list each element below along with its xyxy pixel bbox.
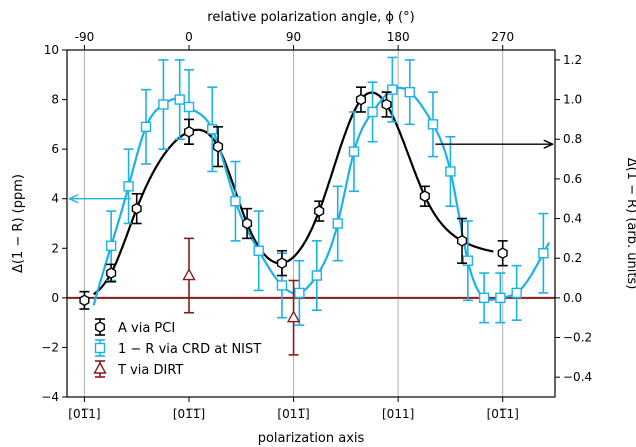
legend-entry-crd: 1 − R via CRD at NIST xyxy=(118,342,261,357)
right-tick-label: 0.2 xyxy=(563,251,582,265)
data-point xyxy=(123,181,134,192)
legend-marker-pci xyxy=(94,318,106,336)
data-point xyxy=(538,248,549,259)
top-tick-label: 180 xyxy=(387,30,410,44)
data-point xyxy=(276,280,288,291)
data-point xyxy=(355,93,366,106)
series-0 xyxy=(79,86,508,310)
right-tick-label: 1.0 xyxy=(563,93,582,107)
legend-entry-dirt: T via DIRT xyxy=(117,363,183,378)
left-tick-label: 2 xyxy=(51,241,59,255)
right-tick-label: −0.4 xyxy=(563,370,592,384)
data-point xyxy=(253,245,264,256)
data-point xyxy=(276,257,287,270)
data-point xyxy=(131,202,142,215)
data-point xyxy=(182,268,196,281)
data-point xyxy=(348,146,360,157)
top-axis-label: relative polarization angle, ϕ (°) xyxy=(207,10,414,25)
left-tick-label: −2 xyxy=(41,340,59,354)
legend-marker-crd xyxy=(94,339,106,357)
legend-entry-pci: A via PCI xyxy=(118,321,175,336)
top-tick-label: 270 xyxy=(491,30,514,44)
annotations xyxy=(69,144,552,199)
data-point xyxy=(183,125,195,138)
data-point xyxy=(404,86,415,98)
top-tick-label: -90 xyxy=(75,30,95,44)
left-tick-label: 8 xyxy=(51,93,59,107)
data-point xyxy=(105,240,117,252)
bottom-axis-label: polarization axis xyxy=(258,431,365,446)
plot-frame xyxy=(66,49,556,398)
right-tick-label: −0.2 xyxy=(563,331,592,345)
data-point xyxy=(478,292,490,304)
left-axis-label: Δ(1 − R) (ppm) xyxy=(11,174,26,273)
data-point xyxy=(381,98,392,111)
data-point xyxy=(230,195,241,207)
data-point xyxy=(462,255,474,266)
data-point xyxy=(445,166,456,177)
left-tick-label: 0 xyxy=(51,291,59,305)
data-point xyxy=(419,190,430,203)
plot-area xyxy=(67,56,555,356)
data-point xyxy=(314,205,325,217)
data-point xyxy=(158,99,169,110)
legend: A via PCI 1 − R via CRD at NIST T via DI… xyxy=(93,318,261,378)
data-point xyxy=(207,124,218,135)
data-point xyxy=(183,101,195,113)
data-point xyxy=(242,217,253,230)
data-point xyxy=(79,294,90,307)
data-point xyxy=(511,287,522,299)
data-point xyxy=(294,287,305,299)
data-point xyxy=(387,84,398,95)
left-tick-label: −4 xyxy=(41,390,59,404)
bottom-tick-label: [011] xyxy=(382,407,414,421)
data-point xyxy=(495,292,506,304)
legend-symbol xyxy=(94,321,106,333)
data-point xyxy=(332,218,343,229)
left-tick-label: 10 xyxy=(44,43,59,57)
fit-curve xyxy=(92,86,551,306)
bottom-tick-label: [011̅] xyxy=(277,407,309,421)
axes: [01̅1] [01̅1̅] [011̅] [011] [01̅1] -90 0 90 180 2… xyxy=(41,30,592,421)
data-point xyxy=(367,106,378,118)
data-point xyxy=(497,247,508,260)
series-2 xyxy=(182,237,301,356)
top-tick-label: 90 xyxy=(286,30,301,44)
bottom-tick-label: [01̅1̅] xyxy=(173,407,205,421)
right-tick-label: 0.4 xyxy=(563,212,582,226)
data-point xyxy=(174,94,185,105)
top-tick-label: 0 xyxy=(185,30,193,44)
data-point xyxy=(457,234,468,247)
legend-symbol xyxy=(93,361,107,374)
data-point xyxy=(311,270,323,281)
data-point xyxy=(140,121,152,133)
legend-marker-dirt xyxy=(93,360,107,378)
right-axis-label: Δ(1 − R) (arb. units) xyxy=(624,158,636,290)
data-point xyxy=(427,119,439,130)
legend-symbol xyxy=(94,342,106,354)
right-tick-label: 1.2 xyxy=(563,53,582,67)
right-tick-label: 0.0 xyxy=(563,291,582,305)
bottom-tick-label: [01̅1] xyxy=(487,407,519,421)
data-point xyxy=(286,310,301,323)
right-tick-label: 0.6 xyxy=(563,172,582,186)
data-point xyxy=(106,267,117,279)
left-tick-label: 4 xyxy=(51,192,59,206)
left-tick-label: 6 xyxy=(51,142,59,156)
data-point xyxy=(212,140,224,153)
bottom-tick-label: [01̅1] xyxy=(68,407,100,421)
right-tick-label: 0.8 xyxy=(563,132,582,146)
